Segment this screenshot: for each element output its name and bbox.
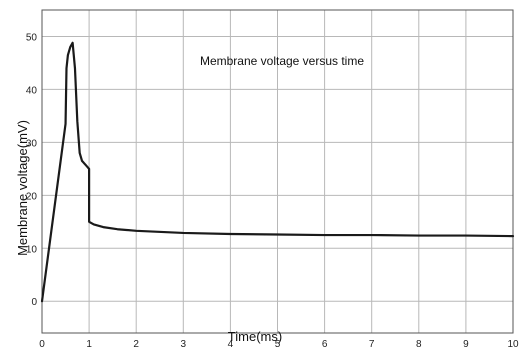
y-tick-label: 40 [26,85,38,96]
x-tick-label: 0 [39,339,45,350]
x-tick-label: 4 [228,339,234,350]
series-line [40,41,515,303]
chart-title: Membrane voltage versus time [200,54,364,68]
y-tick-label: 50 [26,32,38,43]
x-tick-label: 5 [275,339,281,350]
y-tick-label: 20 [26,191,38,202]
y-tick-label: 10 [26,244,38,255]
x-tick-label: 2 [133,339,139,350]
x-tick-label: 9 [463,339,469,350]
x-tick-label: 1 [86,339,92,350]
y-tick-label: 0 [31,297,37,308]
y-tick-label: 30 [26,138,38,149]
x-tick-label: 10 [507,339,519,350]
x-axis-title: Time(ms) [228,329,282,344]
plot-frame [41,9,514,334]
x-tick-label: 3 [181,339,187,350]
x-tick-label: 6 [322,339,328,350]
series-layer [40,41,515,303]
tick-labels: 0 1 2 3 4 5 6 7 8 9 10 0 10 20 30 40 50 [26,32,519,350]
x-tick-label: 7 [369,339,375,350]
x-tick-label: 8 [416,339,422,350]
grid [42,10,513,333]
y-axis-title: Membrane voltage(mV) [15,120,30,256]
